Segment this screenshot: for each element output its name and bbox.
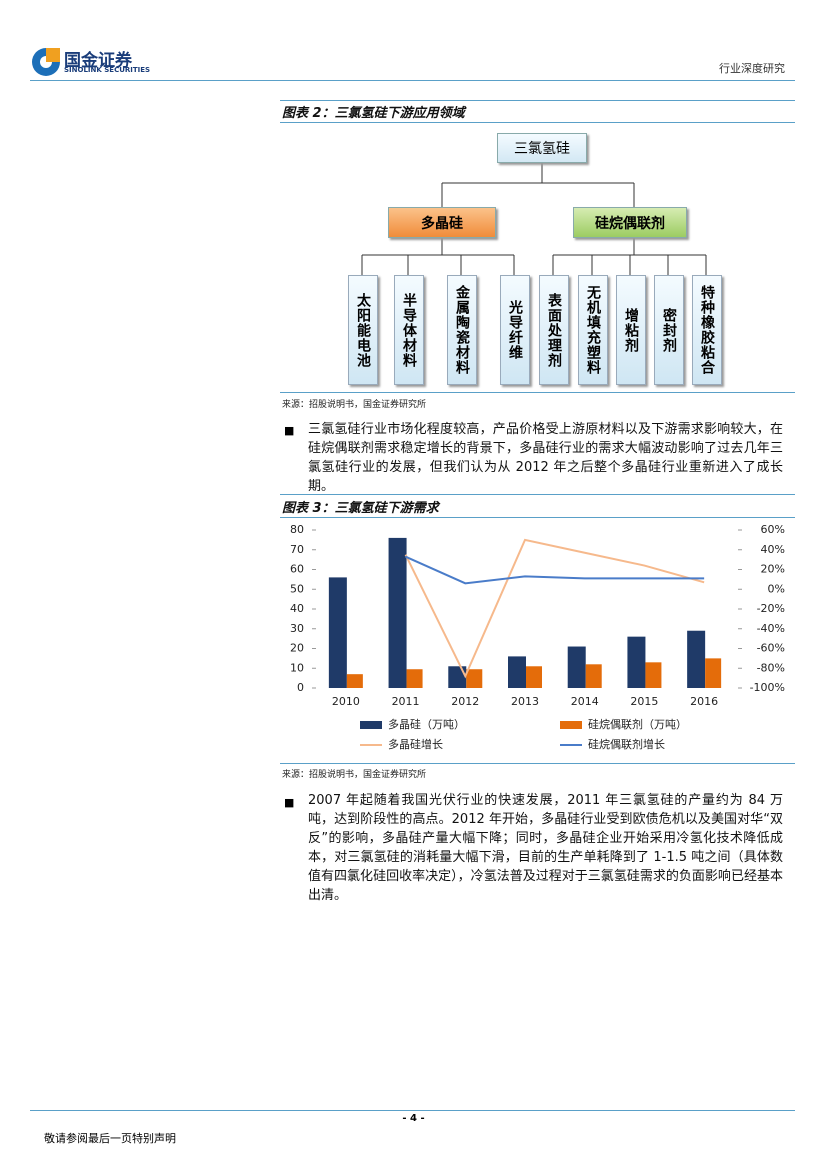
rule bbox=[280, 763, 795, 764]
root-node: 三氯氢硅 bbox=[497, 133, 587, 163]
y2-tick-label: -60% bbox=[757, 642, 785, 655]
leaf-node: 金属陶瓷材料 bbox=[447, 275, 477, 385]
y-tick-label: 70 bbox=[290, 543, 304, 556]
chart: 0 10 20 30 40 50 60 70 80 60% 40% 20% 0% -20% -40% -60%… bbox=[290, 523, 785, 751]
y-tick-label: 20 bbox=[290, 642, 304, 655]
branch-node: 多晶硅 bbox=[388, 207, 496, 238]
x-tick-label: 2013 bbox=[511, 695, 539, 708]
y2-tick-label: -40% bbox=[757, 622, 785, 635]
bar bbox=[448, 666, 467, 688]
y-tick-label: 80 bbox=[290, 523, 304, 536]
leaf-node: 光导纤维 bbox=[500, 275, 530, 385]
line bbox=[405, 555, 705, 585]
legend-label: 多晶硅（万吨） bbox=[388, 717, 465, 731]
paragraph: 三氯氢硅行业市场化程度较高，产品价格受上游原材料以及下游需求影响较大，在硅烷偶联… bbox=[308, 422, 783, 494]
footer-notice: 敬请参阅最后一页特别声明 bbox=[44, 1132, 176, 1145]
y-tick-label: 0 bbox=[297, 681, 304, 694]
bar bbox=[705, 658, 722, 688]
bar bbox=[388, 537, 407, 688]
leaf-node: 特种橡胶粘合 bbox=[692, 275, 722, 385]
legend-label: 多晶硅增长 bbox=[388, 737, 443, 751]
rule bbox=[280, 100, 795, 101]
y2-tick-label: 0% bbox=[768, 582, 785, 595]
x-tick-label: 2014 bbox=[571, 695, 599, 708]
bar bbox=[406, 669, 423, 688]
rule bbox=[280, 517, 795, 518]
footer-rule bbox=[30, 1110, 795, 1111]
y2-tick-label: 60% bbox=[761, 523, 785, 536]
bar bbox=[526, 666, 542, 688]
leaf-node: 半导体材料 bbox=[394, 275, 424, 385]
y2-tick-label: -80% bbox=[757, 661, 785, 674]
bullet: ■ bbox=[284, 796, 295, 809]
figure-title: 图表 3：三氯氢硅下游需求 bbox=[282, 501, 439, 516]
legend-swatch bbox=[360, 721, 382, 729]
rule bbox=[280, 494, 795, 495]
bar bbox=[585, 664, 602, 688]
y2-tick-label: 20% bbox=[761, 563, 785, 576]
bullet: ■ bbox=[284, 424, 295, 437]
rule bbox=[280, 392, 795, 393]
leaf-node: 增粘剂 bbox=[616, 275, 646, 385]
legend-swatch bbox=[560, 721, 582, 729]
branch-node: 硅烷偶联剂 bbox=[573, 207, 687, 238]
y-tick-label: 30 bbox=[290, 622, 304, 635]
bar bbox=[346, 674, 363, 688]
x-tick-label: 2015 bbox=[630, 695, 658, 708]
y-tick-label: 40 bbox=[290, 602, 304, 615]
page-number: - 4 - bbox=[402, 1113, 425, 1124]
y2-tick-label: -20% bbox=[757, 602, 785, 615]
source-note: 来源：招股说明书，国金证券研究所 bbox=[282, 770, 427, 780]
y-tick-label: 10 bbox=[290, 661, 304, 674]
line bbox=[404, 538, 705, 679]
leaf-node: 表面处理剂 bbox=[539, 275, 569, 385]
x-tick-label: 2011 bbox=[392, 695, 420, 708]
section-label: 行业深度研究 bbox=[719, 62, 785, 75]
logo-icon bbox=[32, 48, 60, 76]
x-tick-label: 2016 bbox=[690, 695, 718, 708]
x-tick-label: 2012 bbox=[451, 695, 479, 708]
y-tick-label: 50 bbox=[290, 582, 304, 595]
bar bbox=[567, 646, 586, 688]
source-note: 来源：招股说明书，国金证券研究所 bbox=[282, 400, 427, 410]
bar bbox=[466, 669, 483, 688]
bar bbox=[687, 630, 706, 688]
bar bbox=[508, 656, 526, 688]
figure-title: 图表 2：三氯氢硅下游应用领域 bbox=[282, 106, 465, 121]
bar bbox=[328, 577, 347, 688]
leaf-node: 无机填充塑料 bbox=[578, 275, 608, 385]
leaf-node: 密封剂 bbox=[654, 275, 684, 385]
x-tick-label: 2010 bbox=[332, 695, 360, 708]
rule bbox=[280, 122, 795, 123]
legend-label: 硅烷偶联剂增长 bbox=[588, 737, 665, 751]
logo-en: SINOLINK SECURITIES bbox=[64, 66, 151, 74]
y-tick-label: 60 bbox=[290, 563, 304, 576]
header-rule bbox=[30, 80, 795, 81]
y2-tick-label: 40% bbox=[761, 543, 785, 556]
bar bbox=[627, 636, 646, 688]
leaf-node: 太阳能电池 bbox=[348, 275, 378, 385]
diagram-connectors bbox=[361, 162, 707, 275]
paragraph: 2007 年起随着我国光伏行业的快速发展，2011 年三氯氢硅的产量约为 84 … bbox=[308, 793, 783, 903]
logo-cn: 国金证券 bbox=[64, 51, 132, 71]
legend-label: 硅烷偶联剂（万吨） bbox=[588, 717, 687, 731]
y2-tick-label: -100% bbox=[750, 681, 785, 694]
bar bbox=[645, 662, 662, 688]
